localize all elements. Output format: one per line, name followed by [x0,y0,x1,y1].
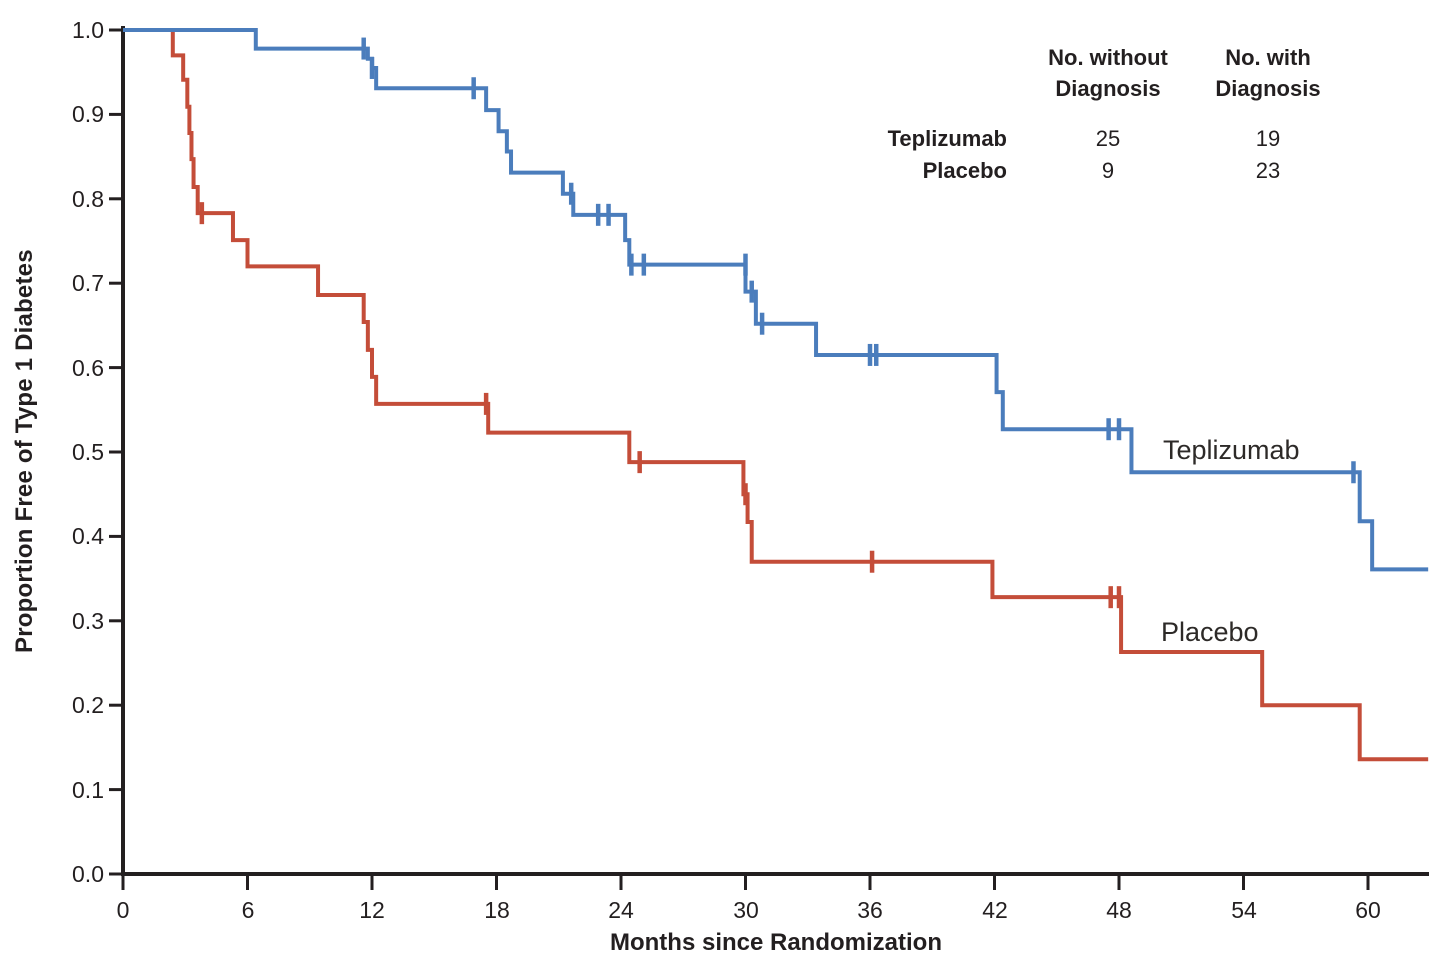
teplizumab-curve [123,28,1429,572]
placebo-curve [123,28,1429,762]
